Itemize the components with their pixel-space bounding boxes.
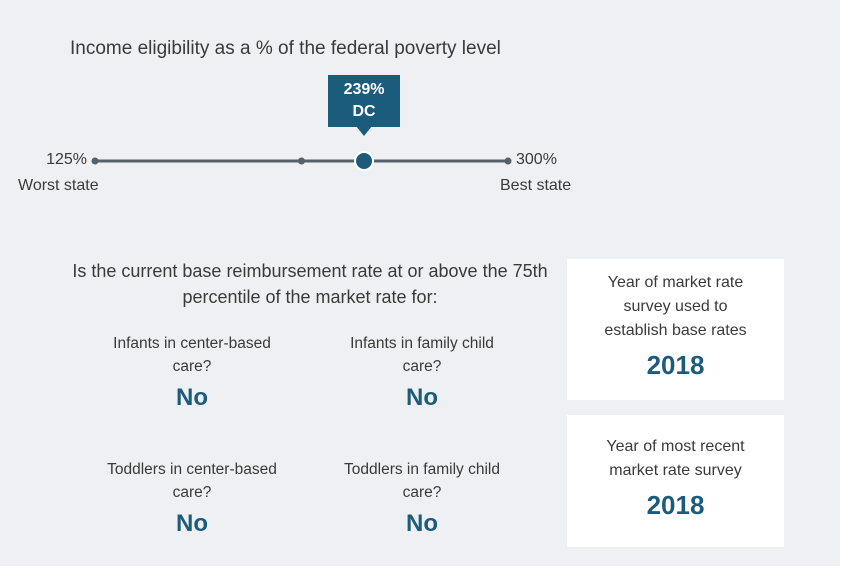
survey-label: Year of market rate survey used to estab… — [604, 274, 747, 339]
item-label: Infants in center-based care? — [113, 335, 271, 375]
item: Toddlers in family child care? No — [337, 458, 507, 537]
min-caption: Worst state — [18, 177, 99, 194]
item: Infants in family child care? No — [337, 332, 507, 411]
item-label: Toddlers in center-based care? — [107, 461, 277, 501]
item: Toddlers in center-based care? No — [107, 458, 277, 537]
item-answer: No — [406, 510, 438, 537]
item-answer: No — [176, 384, 208, 411]
survey-year: 2018 — [646, 350, 705, 380]
max-label: 300% — [516, 151, 557, 168]
max-caption: Best state — [500, 177, 572, 194]
item-answer: No — [176, 510, 208, 537]
item-label: Infants in family child care? — [350, 335, 494, 375]
current-callout: 239% DC — [328, 75, 401, 136]
infographic: Income eligibility as a % of the federal… — [0, 0, 840, 566]
slider — [91, 151, 512, 171]
question: Is the current base reimbursement rate a… — [72, 261, 548, 307]
item-label: Toddlers in family child care? — [344, 461, 500, 501]
item-answer: No — [406, 384, 438, 411]
max-dot — [504, 157, 512, 165]
current-marker — [354, 151, 375, 171]
title: Income eligibility as a % of the federal… — [70, 38, 501, 59]
survey-label: Year of most recent market rate survey — [606, 438, 745, 479]
survey-year: 2018 — [646, 490, 705, 520]
current-label: 239% — [343, 81, 385, 98]
survey-box: Year of market rate survey used to estab… — [567, 259, 784, 400]
min-dot — [91, 157, 99, 165]
slider-tick — [298, 157, 305, 165]
survey-box: Year of most recent market rate survey 20… — [567, 415, 784, 547]
item: Infants in center-based care? No — [107, 332, 277, 411]
current-state: DC — [352, 103, 376, 120]
min-label: 125% — [46, 151, 87, 168]
